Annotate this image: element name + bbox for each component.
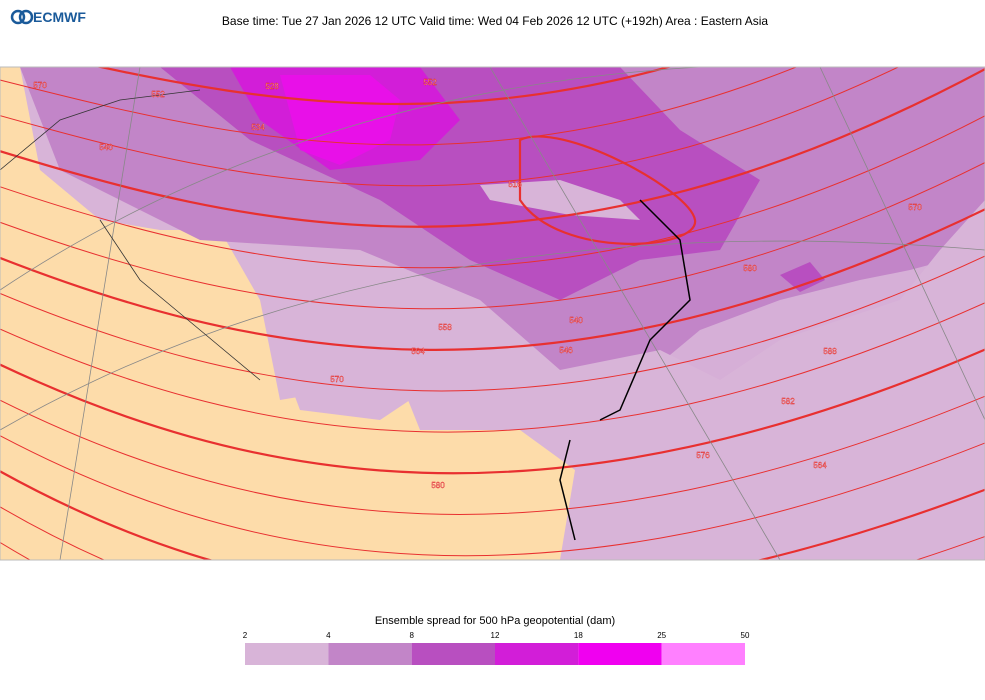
- contour-line: [0, 67, 985, 228]
- legend-swatch: [495, 643, 579, 665]
- legend-swatch: [245, 643, 329, 665]
- contour-label: 588: [823, 347, 837, 356]
- legend-tick-label: 2: [243, 631, 248, 640]
- contour-label: 576: [696, 451, 710, 460]
- legend-tick-label: 18: [574, 631, 583, 640]
- contour-label: 582: [781, 397, 795, 406]
- contour-label: 528: [265, 82, 279, 91]
- legend-swatch: [328, 643, 412, 665]
- contour-label: 546: [559, 346, 573, 355]
- contour-label: 552: [423, 78, 437, 87]
- logo-text: ECMWF: [33, 9, 86, 25]
- contour-label: 570: [330, 375, 344, 384]
- legend-tick-label: 4: [326, 631, 331, 640]
- contour-line: [0, 395, 985, 515]
- contour-line: [0, 67, 798, 146]
- legend-tick-label: 50: [741, 631, 750, 640]
- legend-tick-label: 25: [657, 631, 666, 640]
- legend-title: Ensemble spread for 500 hPa geopotential…: [375, 615, 615, 627]
- contour-label: 552: [151, 90, 165, 99]
- contour-label: 534: [251, 123, 265, 132]
- header: Base time: Tue 27 Jan 2026 12 UTC Valid …: [222, 14, 769, 28]
- contour-line: [0, 470, 985, 560]
- contour-label: 570: [908, 203, 922, 212]
- contour-label: 580: [431, 481, 445, 490]
- contour-line: [0, 207, 985, 351]
- legend: 2 4 8 12 18 25 50: [243, 631, 750, 665]
- contour-line: [0, 115, 985, 269]
- contour-line: [518, 135, 697, 245]
- contour-label: 580: [743, 264, 757, 273]
- contour-line: [0, 348, 985, 475]
- contour-label: 570: [33, 81, 47, 90]
- legend-tick-label: 8: [409, 631, 414, 640]
- contour-label: 540: [569, 316, 583, 325]
- contour-label: 558: [438, 323, 452, 332]
- contour-label: 540: [99, 143, 113, 152]
- legend-swatch: [411, 643, 495, 665]
- logo: ECMWF: [10, 9, 86, 25]
- legend-swatch: [578, 643, 662, 665]
- contour-label: 564: [813, 461, 827, 470]
- contour-label: 564: [411, 347, 425, 356]
- legend-swatch: [661, 643, 745, 665]
- contour-line: [0, 506, 985, 560]
- contour-label: 516: [508, 180, 522, 189]
- legend-tick-label: 12: [491, 631, 500, 640]
- contour-line: [0, 255, 985, 392]
- contour-line: [0, 435, 985, 557]
- contour-line: [0, 161, 985, 310]
- contour-line: [0, 302, 985, 433]
- contour-line: [0, 67, 900, 187]
